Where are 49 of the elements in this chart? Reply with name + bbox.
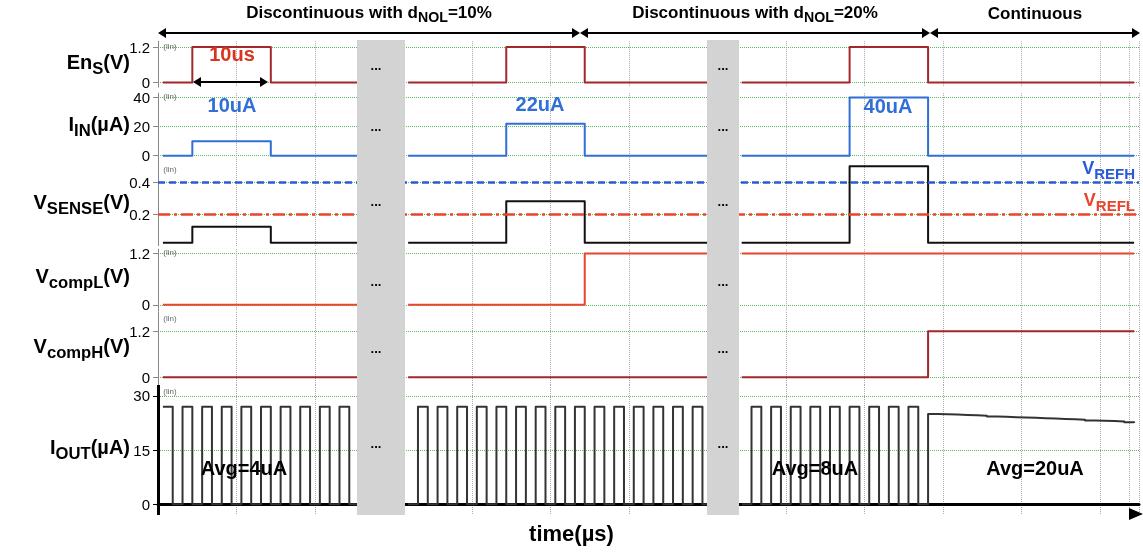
y-tick-label: 0 [141, 147, 150, 165]
annotation: 40uA [863, 94, 913, 118]
annotation: 10uA [207, 93, 257, 117]
annotation: ... [717, 57, 729, 73]
annotation: ... [370, 57, 382, 73]
annotation: (lin) [163, 41, 177, 51]
annotation: ... [717, 273, 729, 289]
y-tick-label: 20 [133, 118, 150, 136]
annotation: ... [370, 118, 382, 134]
y-axis-title: En$_{S}$(V) [65, 51, 130, 79]
text: Discontinuous with d$_{NOL}$=10% [246, 2, 492, 26]
annotation: ... [370, 273, 382, 289]
y-tick-label: 0 [141, 495, 150, 513]
annotation: Avg=20uA [986, 456, 1084, 480]
y-tick-label: 40 [133, 89, 150, 106]
annotation: 22uA [515, 92, 565, 116]
y-tick-label: 30 [133, 387, 150, 405]
text: Continuous [987, 4, 1083, 24]
annotation: ... [370, 340, 382, 356]
y-tick-label: 1.2 [129, 244, 150, 262]
y-tick-label: 0 [141, 74, 150, 92]
y-axis-title: I$_{OUT}$(µA) [48, 436, 130, 464]
y-axis-title: V$_{SENSE}$(V) [32, 190, 130, 219]
y-tick-label: 0 [141, 368, 150, 386]
annotation: ... [370, 435, 382, 451]
annotation: (lin) [163, 386, 177, 396]
annotation: ... [717, 340, 729, 356]
y-tick-label: 15 [133, 441, 150, 459]
text: Discontinuous with d$_{NOL}$=20% [632, 2, 878, 26]
annotation: (lin) [163, 313, 177, 323]
annotation: ... [717, 193, 729, 209]
annotation: (lin) [163, 164, 177, 174]
y-axis-title: V$_{compL}$(V) [34, 265, 130, 293]
ref-line-label: V$_{REFH}$ [1082, 158, 1135, 182]
x-axis-title: time(µs) [528, 521, 615, 547]
annotation: ... [717, 118, 729, 134]
annotation: ... [370, 193, 382, 209]
annotation: (lin) [163, 247, 177, 257]
y-tick-label: 0.2 [129, 205, 150, 223]
annotation: (lin) [163, 91, 177, 101]
y-tick-label: 1.2 [129, 38, 150, 56]
annotation: 10us [209, 42, 255, 66]
y-tick-label: 0.4 [129, 173, 150, 191]
y-axis-title: V$_{compH}$(V) [32, 334, 130, 363]
y-tick-label: 0 [141, 296, 150, 314]
annotation: ... [717, 435, 729, 451]
y-axis-title: I$_{IN}$(µA) [67, 112, 130, 141]
ref-line-label: V$_{REFL}$ [1083, 190, 1135, 214]
y-tick-label: 1.2 [129, 322, 150, 340]
